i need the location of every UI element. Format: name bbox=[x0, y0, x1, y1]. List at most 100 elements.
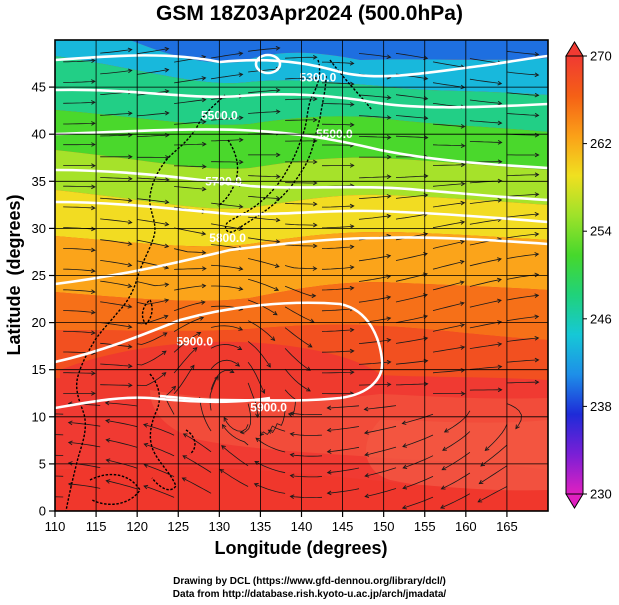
streamline-arrow bbox=[128, 154, 133, 160]
streamline bbox=[211, 285, 243, 290]
streamline bbox=[100, 49, 132, 54]
streamline-arrow bbox=[534, 152, 540, 158]
streamline bbox=[469, 366, 502, 370]
coastlines bbox=[65, 59, 373, 511]
streamline-arrow bbox=[459, 301, 465, 306]
streamline bbox=[100, 70, 132, 75]
x-tick-label: 130 bbox=[208, 519, 230, 534]
streamline-arrow bbox=[423, 135, 429, 140]
streamline bbox=[432, 281, 464, 291]
streamline-arrow bbox=[534, 112, 540, 118]
streamline-arrow bbox=[326, 470, 332, 475]
streamline-arrow bbox=[534, 357, 540, 363]
y-tick-label: 0 bbox=[39, 504, 46, 519]
streamline-arrow bbox=[223, 416, 228, 422]
streamline-arrow bbox=[497, 342, 503, 347]
streamline-arrow bbox=[201, 97, 207, 103]
streamline-arrow bbox=[497, 140, 503, 145]
streamline-arrow bbox=[460, 200, 466, 206]
streamline-arrow bbox=[349, 285, 355, 291]
streamline bbox=[432, 144, 465, 147]
streamline-arrow bbox=[161, 350, 167, 355]
streamline bbox=[506, 403, 522, 429]
streamline bbox=[209, 376, 219, 411]
streamline bbox=[182, 477, 212, 494]
contour-5300 bbox=[55, 54, 548, 78]
streamline-arrow bbox=[349, 327, 355, 333]
streamline bbox=[173, 365, 195, 394]
streamline-arrow bbox=[534, 52, 540, 57]
streamline-arrow bbox=[440, 504, 445, 509]
streamline-arrow bbox=[127, 304, 133, 309]
streamline-arrow bbox=[235, 362, 241, 367]
streamline-arrow bbox=[534, 72, 540, 78]
streamline-arrow bbox=[32, 434, 36, 438]
contour-5400 bbox=[55, 88, 548, 109]
streamline-arrow bbox=[477, 498, 483, 503]
streamline-arrow bbox=[91, 142, 96, 147]
streamline-arrow bbox=[272, 310, 278, 316]
colorbar: 230 238 246 254 262 270 bbox=[565, 41, 612, 509]
streamline-arrow bbox=[497, 100, 503, 106]
streamline-arrow bbox=[229, 368, 235, 374]
streamline bbox=[432, 302, 464, 311]
tropical-patch-east bbox=[366, 420, 548, 500]
streamline-arrow bbox=[127, 47, 133, 53]
gridlines bbox=[55, 40, 548, 511]
streamline-arrow bbox=[460, 391, 466, 396]
x-tick-label: 125 bbox=[167, 519, 189, 534]
streamline bbox=[55, 496, 64, 498]
streamline bbox=[137, 69, 169, 75]
streamline bbox=[55, 413, 64, 415]
x-tick-label: 155 bbox=[414, 519, 436, 534]
streamline-arrow bbox=[460, 143, 466, 149]
streamline bbox=[395, 115, 428, 119]
streamline-arrow bbox=[105, 438, 111, 443]
streamline-arrow bbox=[275, 87, 281, 93]
streamline bbox=[432, 221, 465, 229]
streamline-arrow bbox=[289, 452, 295, 458]
streamline-arrow bbox=[386, 54, 392, 60]
streamline bbox=[327, 488, 360, 494]
colorbar-tick-label: 262 bbox=[590, 136, 612, 151]
streamline bbox=[248, 47, 280, 52]
streamline-arrow bbox=[386, 115, 392, 120]
streamline bbox=[137, 239, 169, 247]
x-tick-label: 160 bbox=[455, 519, 477, 534]
streamline-arrow bbox=[201, 186, 207, 192]
streamline-arrow bbox=[349, 163, 355, 168]
streamline-arrow bbox=[497, 159, 503, 164]
streamline bbox=[284, 306, 314, 323]
streamline bbox=[143, 424, 175, 436]
streamline-arrow bbox=[190, 364, 195, 370]
contour-5900-south bbox=[55, 396, 271, 410]
streamline bbox=[358, 296, 391, 303]
streamline-arrow bbox=[363, 430, 369, 435]
streamline bbox=[358, 361, 391, 365]
streamline-arrow bbox=[91, 205, 96, 211]
y-tick-label: 10 bbox=[32, 409, 46, 424]
streamline-arrow bbox=[312, 75, 318, 81]
contour-label: 5300.0 bbox=[300, 71, 337, 85]
streamline bbox=[254, 483, 286, 494]
streamline bbox=[469, 258, 502, 267]
streamline-arrow bbox=[127, 198, 133, 203]
streamline-arrow bbox=[534, 192, 540, 197]
streamline bbox=[469, 99, 502, 104]
streamline-arrow bbox=[496, 277, 502, 283]
streamline-arrow bbox=[312, 266, 318, 271]
streamline bbox=[506, 337, 539, 342]
streamline bbox=[259, 425, 286, 436]
streamline bbox=[358, 115, 391, 119]
streamline bbox=[321, 266, 354, 270]
streamline-arrow bbox=[275, 45, 281, 51]
streamline bbox=[469, 279, 502, 287]
streamline-arrow bbox=[484, 446, 490, 452]
y-tick-label: 20 bbox=[32, 315, 46, 330]
streamline bbox=[469, 120, 502, 124]
streamline bbox=[105, 402, 138, 407]
streamline bbox=[284, 348, 311, 371]
streamline-arrow bbox=[363, 406, 369, 412]
streamline bbox=[322, 61, 354, 64]
streamline bbox=[63, 289, 95, 293]
